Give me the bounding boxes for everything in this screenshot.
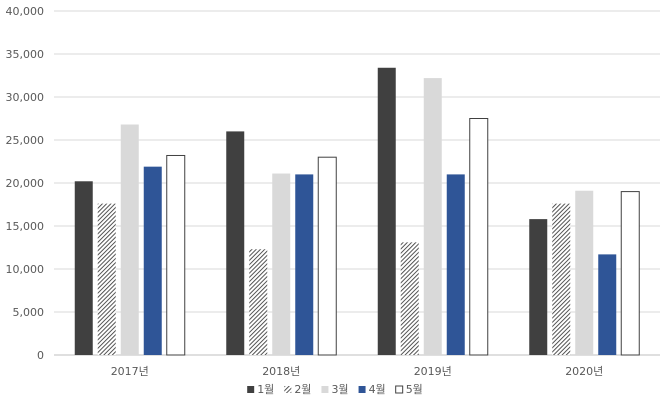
legend-swatch	[247, 386, 255, 393]
legend-swatch	[284, 386, 292, 393]
bar-1-1	[74, 181, 93, 355]
y-tick-label: 25,000	[6, 134, 45, 147]
y-tick-label: 35,000	[6, 48, 45, 61]
legend-label: 3월	[331, 383, 348, 396]
legend-swatch	[321, 386, 329, 393]
legend-swatch	[395, 385, 404, 394]
bar-4-3	[446, 174, 465, 355]
legend-swatch	[358, 386, 366, 393]
y-tick-label: 0	[37, 349, 44, 362]
bar-5-4	[620, 191, 640, 356]
bar-5-2	[317, 156, 337, 356]
bar-3-2	[272, 173, 291, 355]
bar-5-1	[166, 154, 186, 356]
legend-label: 4월	[369, 383, 386, 396]
y-tick-label: 30,000	[6, 91, 45, 104]
bar-1-3	[377, 67, 396, 355]
bar-2-1	[97, 203, 116, 355]
bar-3-1	[120, 124, 139, 356]
x-category-label: 2018년	[262, 365, 300, 378]
bar-2-4	[552, 203, 571, 355]
y-tick-label: 15,000	[6, 220, 45, 233]
legend: 1월 2월 3월 4월 5월	[247, 383, 423, 396]
legend-label: 2월	[294, 383, 311, 396]
y-tick-label: 20,000	[6, 177, 45, 190]
bar-2-3	[400, 242, 419, 355]
legend-label: 1월	[257, 383, 274, 396]
bar-5-3	[469, 118, 489, 356]
bar-3-4	[575, 190, 594, 355]
y-tick-label: 10,000	[6, 263, 45, 276]
bar-1-2	[226, 131, 245, 355]
x-axis-categories: 2017년 2018년 2019년 2020년	[111, 365, 604, 378]
x-category-label: 2019년	[414, 365, 452, 378]
legend-label: 5월	[406, 383, 423, 396]
bar-1-4	[529, 219, 548, 355]
bars	[74, 67, 640, 356]
x-category-label: 2017년	[111, 365, 149, 378]
y-axis-ticks: 0 5,000 10,000 15,000 20,000 25,000 30,000 35,0…	[6, 5, 45, 362]
x-category-label: 2020년	[565, 365, 603, 378]
y-tick-label: 5,000	[13, 306, 45, 319]
bar-4-1	[143, 166, 162, 355]
y-tick-label: 40,000	[6, 5, 45, 18]
bar-4-2	[295, 174, 314, 355]
bar-4-4	[598, 254, 617, 355]
bar-3-3	[423, 78, 442, 355]
bar-2-2	[249, 249, 268, 355]
